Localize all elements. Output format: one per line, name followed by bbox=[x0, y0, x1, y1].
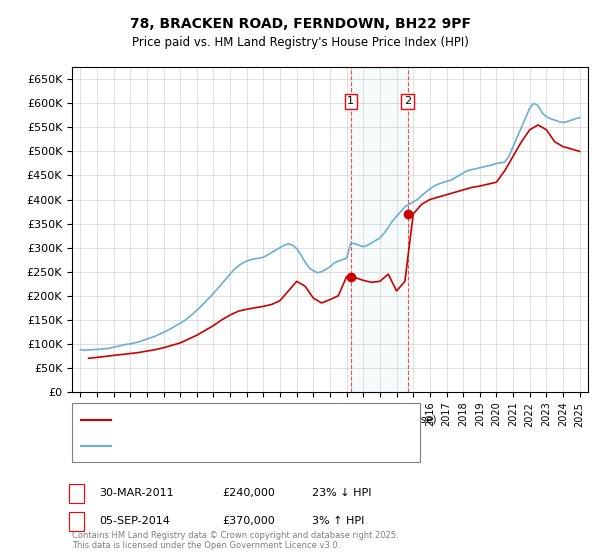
Text: 3% ↑ HPI: 3% ↑ HPI bbox=[312, 516, 364, 526]
Text: 23% ↓ HPI: 23% ↓ HPI bbox=[312, 488, 371, 498]
Text: 78, BRACKEN ROAD, FERNDOWN, BH22 9PF (detached house): 78, BRACKEN ROAD, FERNDOWN, BH22 9PF (de… bbox=[114, 414, 437, 424]
Text: 2: 2 bbox=[73, 516, 80, 526]
Text: 05-SEP-2014: 05-SEP-2014 bbox=[99, 516, 170, 526]
Text: 30-MAR-2011: 30-MAR-2011 bbox=[99, 488, 173, 498]
Text: £240,000: £240,000 bbox=[222, 488, 275, 498]
Text: 78, BRACKEN ROAD, FERNDOWN, BH22 9PF: 78, BRACKEN ROAD, FERNDOWN, BH22 9PF bbox=[130, 17, 470, 31]
Bar bbox=[351, 67, 408, 392]
Text: Contains HM Land Registry data © Crown copyright and database right 2025.
This d: Contains HM Land Registry data © Crown c… bbox=[72, 530, 398, 550]
Text: £370,000: £370,000 bbox=[222, 516, 275, 526]
Text: 1: 1 bbox=[73, 488, 80, 498]
Text: Price paid vs. HM Land Registry's House Price Index (HPI): Price paid vs. HM Land Registry's House … bbox=[131, 36, 469, 49]
Text: 2: 2 bbox=[404, 96, 411, 106]
Text: 1: 1 bbox=[347, 96, 355, 106]
Text: HPI: Average price, detached house, Dorset: HPI: Average price, detached house, Dors… bbox=[114, 441, 341, 451]
